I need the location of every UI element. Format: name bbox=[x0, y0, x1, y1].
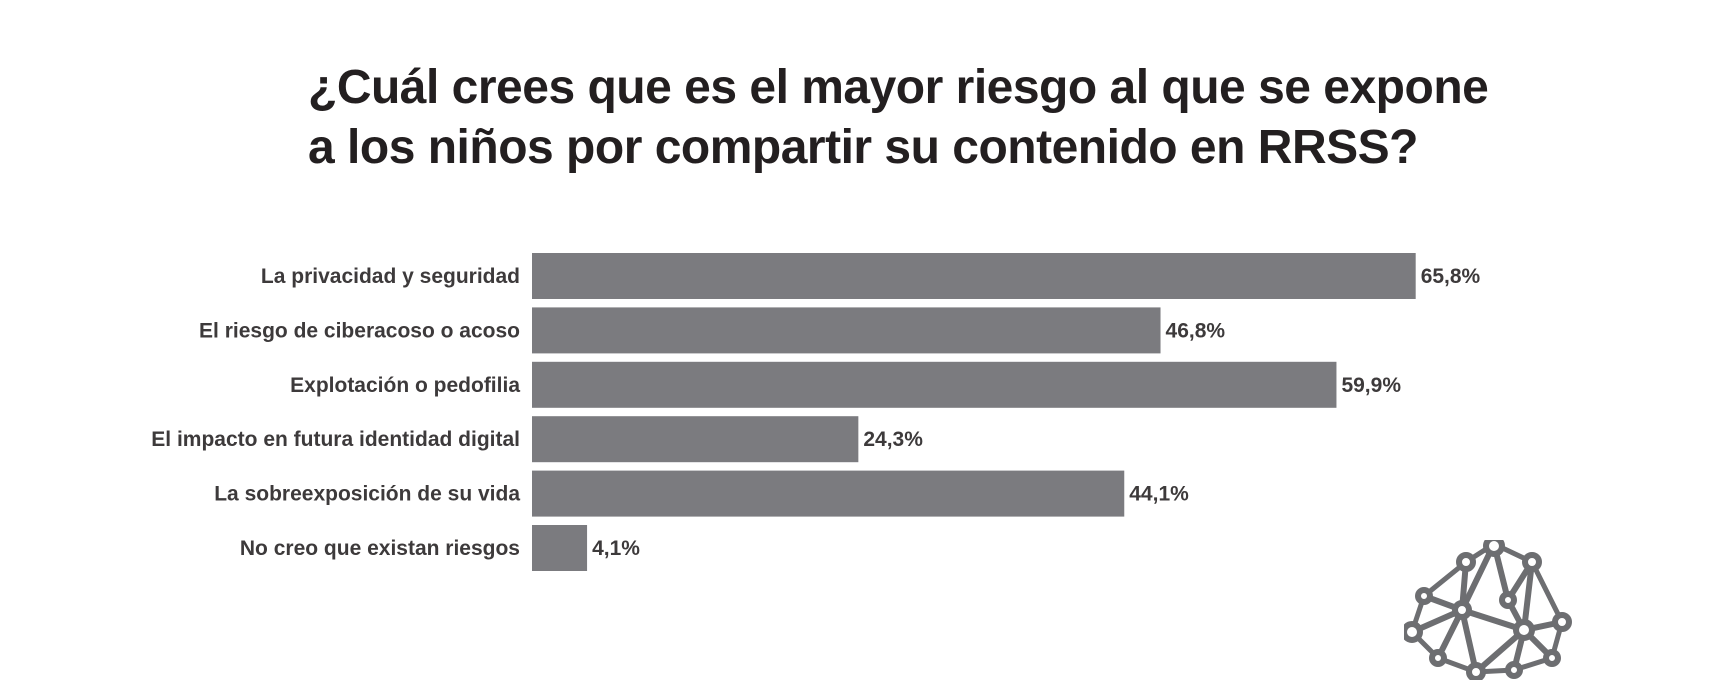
category-label: La privacidad y seguridad bbox=[261, 265, 520, 288]
bar bbox=[532, 253, 1416, 299]
value-label: 46,8% bbox=[1166, 319, 1226, 342]
bar bbox=[532, 307, 1161, 353]
bar-chart: La privacidad y seguridad 65,8% El riesgo … bbox=[0, 0, 1716, 600]
network-brain-icon bbox=[1404, 540, 1584, 680]
value-label: 44,1% bbox=[1129, 483, 1189, 506]
value-label: 65,8% bbox=[1421, 265, 1481, 288]
category-label: La sobreexposición de su vida bbox=[214, 483, 520, 506]
value-label: 24,3% bbox=[863, 428, 923, 451]
category-label: El impacto en futura identidad digital bbox=[151, 428, 520, 451]
bar bbox=[532, 525, 587, 571]
category-label: Explotación o pedofilia bbox=[290, 374, 520, 397]
value-label: 4,1% bbox=[592, 537, 640, 560]
category-label: No creo que existan riesgos bbox=[240, 537, 520, 560]
bar bbox=[532, 362, 1336, 408]
bar bbox=[532, 471, 1124, 517]
value-label: 59,9% bbox=[1341, 374, 1401, 397]
bar bbox=[532, 416, 858, 462]
category-label: El riesgo de ciberacoso o acoso bbox=[199, 319, 520, 342]
